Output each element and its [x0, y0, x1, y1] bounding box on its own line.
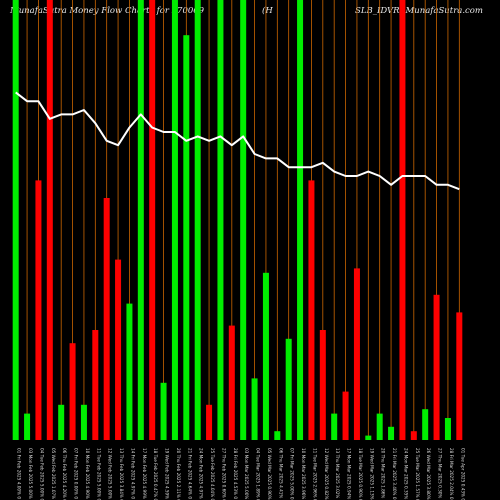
x-tick-label: 10 Mon Feb 2025 4.90% 0 — [85, 448, 90, 500]
x-tick-label: 25 Tue Mar 2025 1.57% 0 — [415, 448, 420, 500]
bar-up — [12, 0, 19, 440]
x-tick-label: 18 Tue Mar 2025 0.90% 0 — [358, 448, 363, 500]
x-tick-label: 06 Thu Feb 2025 4.20% 0 — [62, 448, 67, 500]
x-tick-label: 07 Fri Feb 2025 0.00% 0 — [74, 448, 79, 499]
bar-up — [137, 0, 144, 440]
x-tick-label: 10 Mon Mar 2025 3.96% 0 — [301, 448, 306, 500]
bar-down — [228, 325, 235, 440]
bar-up — [251, 378, 258, 440]
bar-down — [46, 0, 53, 440]
bar-down — [103, 198, 110, 440]
x-tick-label: 12 Wed Feb 2025 5.00% 0 — [108, 448, 113, 500]
bar-up — [194, 0, 201, 440]
bar-up — [171, 0, 178, 440]
chart-title-right: SLB_IDVR) MunafaSutra.com — [355, 6, 483, 16]
bar-down — [69, 343, 76, 440]
x-tick-label: 04 Tue Mar 2025 1.89% 0 — [256, 448, 261, 500]
gridlines — [15, 0, 460, 440]
x-tick-label: 05 Wed Feb 2025 1.07% 0 — [51, 448, 56, 500]
x-tick-label: 20 Thu Mar 2025 1.86% 0 — [381, 448, 386, 500]
bar-up — [388, 426, 395, 440]
bar-down — [115, 259, 122, 440]
x-tick-label: 20 Thu Feb 2025 2.11% 0 — [176, 448, 181, 500]
x-tick-label: 27 Thu Mar 2025 0.30% 0 — [438, 448, 443, 500]
bar-up — [58, 404, 65, 440]
x-tick-label: 13 Thu Mar 2025 3.02% 0 — [335, 448, 340, 500]
bar-down — [456, 312, 463, 440]
x-tick-label: 19 Wed Feb 2025 4.59% 0 — [165, 448, 170, 500]
bar-down — [92, 330, 99, 440]
x-tick-label: 21 Fri Feb 2025 4.64% 0 — [187, 448, 192, 499]
bar-down — [433, 294, 440, 440]
x-tick-label: 01 Fri Feb 2025 4.00% 0 — [17, 448, 22, 499]
bar-up — [285, 338, 292, 440]
x-tick-label: 28 Fri Mar 2025 2.04% 0 — [449, 448, 454, 500]
bar-down — [410, 431, 417, 440]
x-tick-label: 26 Wed Mar 2025 3.80% 0 — [426, 448, 431, 500]
x-tick-label: 11 Tue Mar 2025 2.96% 0 — [312, 448, 317, 500]
bar-up — [217, 0, 224, 440]
bar-up — [80, 404, 87, 440]
x-tick-label: 12 Wed Mar 2025 0.82% 0 — [324, 448, 329, 500]
bar-up — [444, 418, 451, 440]
x-tick-label: 18 Tue Feb 2025 0.47% 0 — [153, 448, 158, 500]
bar-down — [206, 404, 213, 440]
bar-up — [331, 413, 338, 440]
x-tick-label: 28 Fri Feb 2025 4.53% 0 — [233, 448, 238, 499]
chart-title-middle: (H — [262, 6, 273, 16]
x-axis-labels: 01 Fri Feb 2025 4.00% 0 03 Mon Feb 2025 5… — [17, 448, 466, 500]
bar-up — [262, 272, 269, 440]
bar-up — [297, 0, 304, 440]
bar-down — [353, 268, 360, 440]
x-tick-label: 25 Tue Feb 2025 4.04% 0 — [210, 448, 215, 500]
x-tick-label: 03 Mon Feb 2025 5.00% 0 — [28, 448, 33, 500]
bar-down — [399, 0, 406, 440]
series-line — [15, 91, 460, 191]
bar-up — [24, 413, 31, 440]
bar-up — [240, 0, 247, 440]
money-flow-line — [15, 91, 460, 191]
bar-up — [183, 35, 190, 440]
bar-up — [376, 413, 383, 440]
x-tick-label: 21 Fri Mar 2025 3.40% 0 — [392, 448, 397, 500]
x-tick-label: 24 Mon Mar 2025 0.35% 0 — [403, 448, 408, 500]
x-tick-label: 14 Fri Feb 2025 4.97% 0 — [130, 448, 135, 499]
bar-down — [35, 180, 42, 440]
bar-down — [149, 0, 156, 440]
x-tick-label: 24 Mon Feb 2025 4.97% 0 — [199, 448, 204, 500]
bar-down — [319, 330, 326, 440]
bar-down — [342, 391, 349, 440]
x-tick-label: 01 Tue Apr 2025 0.43% 0 — [460, 448, 465, 500]
x-tick-label: 27 Thu Feb 2025 0.60% 0 — [221, 448, 226, 500]
x-tick-label: 07 Fri Mar 2025 5.00% 0 — [290, 448, 295, 500]
bar-up — [422, 409, 429, 440]
bar-down — [308, 180, 315, 440]
x-tick-label: 03 Mon Mar 2025 5.00% 0 — [244, 448, 249, 500]
bar-up — [365, 435, 372, 440]
x-tick-label: 05 Wed Mar 2025 0.90% 0 — [267, 448, 272, 500]
x-tick-label: 19 Wed Mar 2025 1.13% 0 — [369, 448, 374, 500]
x-tick-label: 04 Tue Feb 2025 5.00% 0 — [39, 448, 44, 500]
x-tick-label: 13 Thu Feb 2025 3.84% 0 — [119, 448, 124, 500]
bars — [12, 0, 463, 440]
x-tick-label: 17 Mon Feb 2025 4.99% 0 — [142, 448, 147, 500]
bar-up — [274, 431, 281, 440]
x-tick-label: 06 Thu Mar 2025 4.41% 0 — [278, 448, 283, 500]
bar-up — [160, 382, 167, 440]
x-tick-label: 11 Tue Feb 2025 5.00% 0 — [96, 448, 101, 500]
x-tick-label: 17 Mon Mar 2025 0.94% 0 — [347, 448, 352, 500]
bar-up — [126, 303, 133, 440]
